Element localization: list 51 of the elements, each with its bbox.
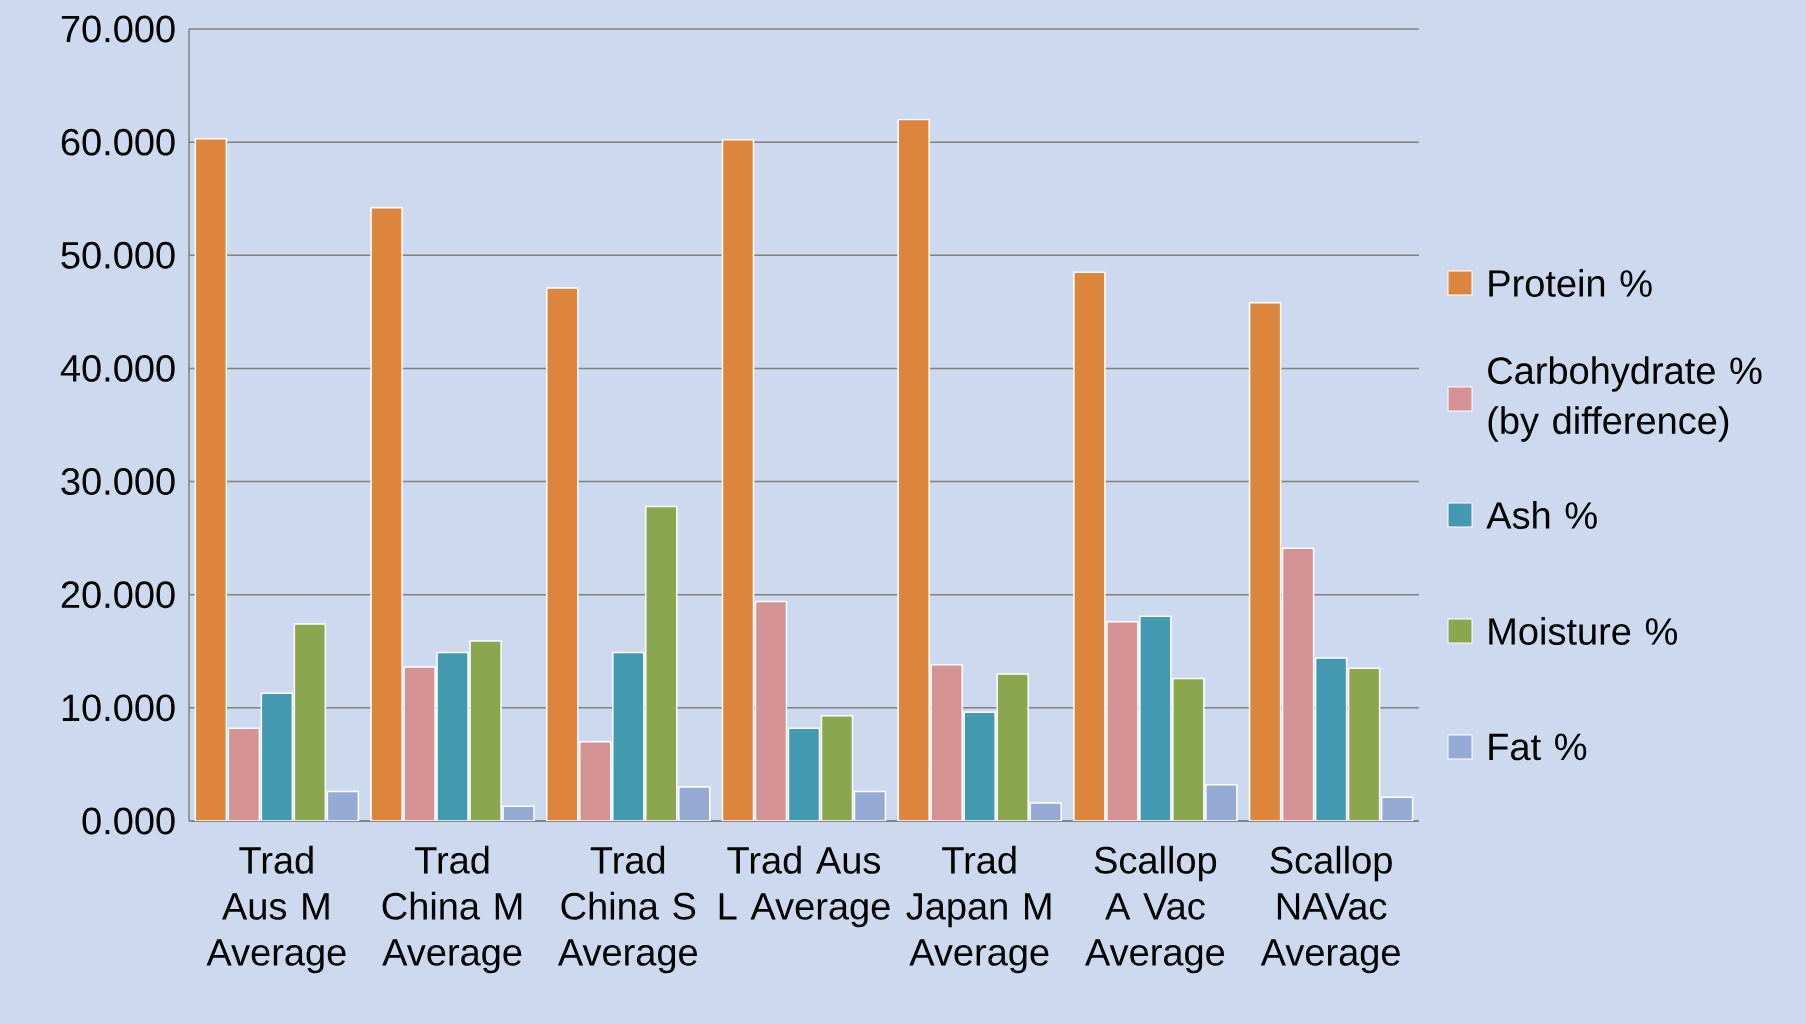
legend-label: Carbohydrate % (by difference) (1488, 356, 1762, 442)
bar (997, 673, 1029, 821)
x-tick-label: Scallop NAVac Average (1260, 845, 1400, 974)
bar (228, 728, 260, 821)
bar (195, 138, 227, 821)
bar (964, 712, 996, 821)
x-tick-label: Trad Aus M Average (206, 845, 346, 974)
y-tick-label: 10.000 (62, 694, 175, 722)
bar (404, 667, 436, 821)
y-tick-label: 60.000 (61, 128, 175, 156)
bar (898, 119, 930, 821)
x-tick-label: Trad Japan M Average (906, 845, 1051, 974)
bar (437, 652, 469, 821)
x-tick-label: Trad Aus L Average (719, 845, 890, 928)
bar (788, 728, 820, 821)
bar (470, 641, 502, 821)
bar (371, 207, 403, 821)
x-tick-label: Trad China M Average (382, 845, 522, 974)
y-tick-label: 70.000 (61, 15, 175, 43)
y-tick-label: 30.000 (61, 468, 175, 496)
x-tick-label: Trad China S Average (557, 845, 697, 974)
legend-label: Ash % (1486, 501, 1597, 529)
bar (821, 715, 853, 821)
bar (546, 288, 578, 821)
bar (1347, 667, 1381, 821)
x-tick-label: Scallop A Vac Average (1085, 845, 1225, 974)
bar (1106, 621, 1138, 821)
bar (1248, 302, 1282, 821)
y-tick-label: 0.000 (82, 807, 175, 835)
bar (722, 139, 754, 821)
bar (1281, 547, 1315, 821)
legend-label: Fat % (1489, 733, 1587, 761)
bar (854, 791, 886, 821)
bar (1380, 796, 1414, 821)
bar (294, 624, 326, 821)
bar (1139, 616, 1171, 821)
bar (1314, 657, 1348, 821)
legend-label: Protein % (1489, 269, 1652, 297)
y-tick-label: 40.000 (60, 354, 175, 382)
bar (1073, 272, 1105, 821)
y-tick-label: 20.000 (61, 581, 175, 609)
bar (1172, 678, 1204, 821)
bar (755, 601, 787, 821)
y-tick-label: 50.000 (61, 241, 175, 269)
bar (931, 664, 963, 821)
bar (579, 741, 611, 821)
bar (261, 693, 293, 821)
bar (327, 791, 359, 821)
bar (612, 652, 644, 821)
legend-label: Moisture % (1489, 617, 1677, 645)
bar (645, 506, 677, 821)
